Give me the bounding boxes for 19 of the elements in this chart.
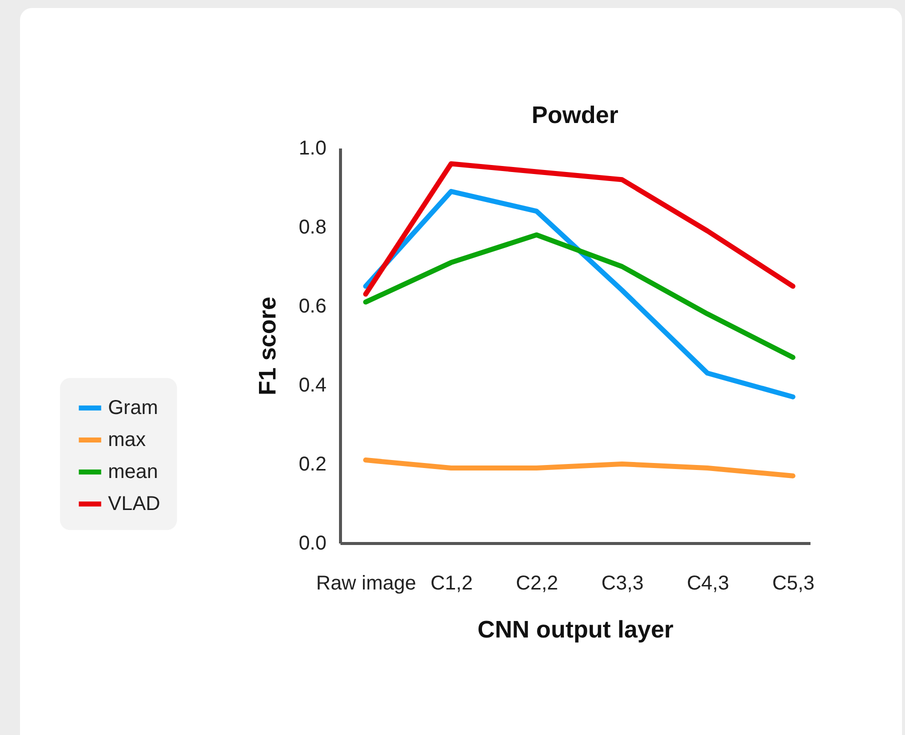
y-tick-label: 0.8 [298,216,326,238]
x-tick-label: C5,3 [772,572,815,594]
x-tick-label: C1,2 [430,572,473,594]
legend-label: VLAD [108,493,160,515]
x-tick-label: C4,3 [686,572,730,594]
chart-title: Powder [532,102,618,129]
x-tick-label: Raw image [316,572,416,594]
y-tick-label: 0.6 [298,296,326,318]
x-tick-label: C2,2 [516,572,558,594]
x-axis-title: CNN output layer [477,616,674,644]
legend-label: mean [108,461,158,483]
y-tick-label: 0.0 [298,532,326,554]
y-axis-title: F1 score [254,296,282,396]
legend-label: max [108,429,146,451]
y-tick-label: 0.4 [298,374,326,396]
legend-label: Gram [108,397,158,419]
x-tick-label: C3,3 [601,572,644,594]
y-tick-label: 1.0 [298,138,326,160]
y-tick-label: 0.2 [298,454,326,476]
